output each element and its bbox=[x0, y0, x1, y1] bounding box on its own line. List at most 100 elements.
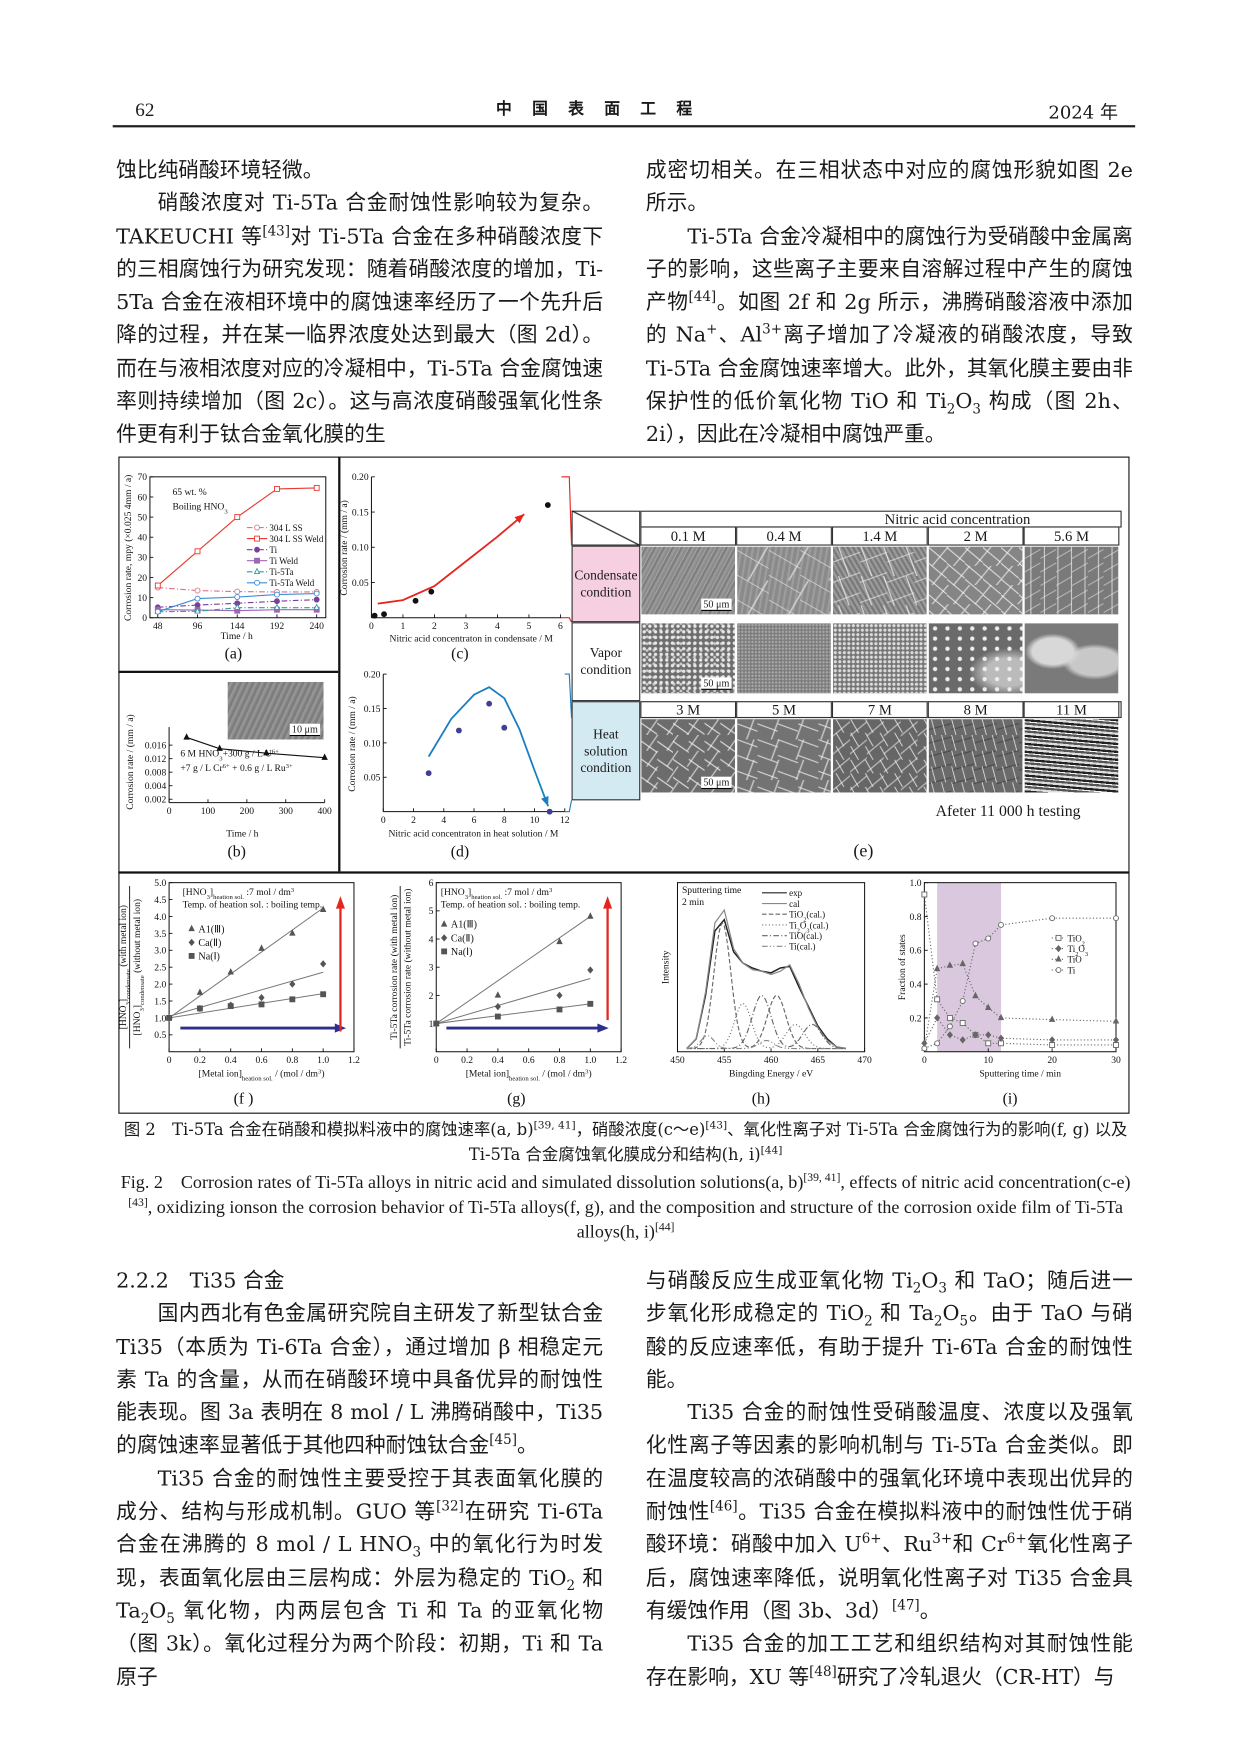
data-point bbox=[263, 748, 270, 756]
sem-image bbox=[1024, 623, 1119, 694]
column-header: 8 M bbox=[927, 701, 1024, 719]
test-duration-note: Afeter 11 000 h testing bbox=[935, 803, 1081, 821]
data-point bbox=[154, 608, 161, 615]
legend-marker bbox=[254, 524, 260, 531]
data-point bbox=[313, 603, 320, 610]
x-tick-label: 1.0 bbox=[317, 1055, 329, 1066]
data-point bbox=[556, 1006, 563, 1013]
plot-frame bbox=[923, 882, 1117, 1053]
y-tick-label: 0.05 bbox=[364, 773, 381, 784]
annotation: 2 min bbox=[682, 897, 704, 908]
data-point bbox=[933, 964, 941, 972]
y-axis-label: Corrosion rate / (mm / a) bbox=[339, 500, 350, 596]
x-tick-label: 12 bbox=[560, 815, 570, 826]
data-point bbox=[196, 988, 204, 995]
x-tick-label: 8 bbox=[502, 815, 507, 826]
y-tick-label: 0.15 bbox=[352, 507, 369, 518]
y-tick-label: 1 bbox=[429, 1019, 434, 1030]
x-tick-label: 0.4 bbox=[492, 1055, 504, 1066]
x-tick-label: 30 bbox=[1111, 1055, 1121, 1066]
data-point bbox=[234, 594, 241, 600]
shaded-region bbox=[937, 882, 1002, 1052]
y-axis-label: [HNO3]condensate (with metal ion) bbox=[118, 905, 132, 1029]
data-point bbox=[972, 991, 979, 999]
y-tick-label: 0.05 bbox=[352, 578, 369, 589]
data-point bbox=[289, 929, 296, 936]
column-header: 0.1 M bbox=[640, 526, 737, 546]
data-point bbox=[313, 590, 320, 597]
x-tick-label: 0.6 bbox=[256, 1055, 268, 1066]
paragraph: 硝酸浓度对 Ti-5Ta 合金耐蚀性影响较为复杂。TAKEUCHI 等[43]对… bbox=[116, 191, 604, 447]
y-tick-label: 0.6 bbox=[910, 946, 922, 957]
figure-caption-cn: 图 2 Ti-5Ta 合金在硝酸和模拟料液中的腐蚀速率(a, b)[39, 41… bbox=[123, 1119, 1128, 1165]
data-point bbox=[959, 1036, 966, 1044]
x-tick-label: 0.4 bbox=[225, 1055, 237, 1066]
data-point bbox=[1049, 1036, 1056, 1044]
paragraph: 与硝酸反应生成亚氧化物 Ti2O3 和 TaO；随后进一步氧化形成稳定的 TiO… bbox=[645, 1269, 1133, 1393]
panel-label: (a) bbox=[225, 645, 243, 662]
panel-label: (i) bbox=[1003, 1091, 1018, 1108]
x-tick-label: 240 bbox=[309, 621, 324, 632]
paragraph: Ti35 合金的加工工艺和组织结构对其耐蚀性能存在影响，XU 等[48]研究了冷… bbox=[645, 1632, 1133, 1690]
data-point bbox=[934, 996, 941, 1003]
data-point bbox=[985, 1003, 992, 1011]
y-tick-label: 3 bbox=[429, 963, 434, 974]
legend-label: TiO bbox=[1068, 955, 1083, 965]
x-tick-label: 455 bbox=[717, 1055, 732, 1066]
data-point bbox=[320, 960, 327, 968]
x-tick-label: 0.8 bbox=[554, 1055, 566, 1066]
data-point bbox=[934, 1014, 941, 1022]
x-tick-label: 465 bbox=[811, 1055, 826, 1066]
y-tick-label: 1.0 bbox=[154, 1013, 166, 1024]
column-header: 7 M bbox=[831, 701, 928, 719]
header-rule bbox=[112, 125, 1136, 128]
data-point bbox=[216, 744, 223, 751]
annotation: 65 wt. % bbox=[172, 487, 206, 498]
y-axis-label: Corrosion rate / (mm / a) bbox=[125, 714, 136, 810]
data-point bbox=[1112, 1036, 1120, 1044]
data-point bbox=[985, 1031, 992, 1039]
x-tick-label: 20 bbox=[1047, 1055, 1057, 1066]
data-point bbox=[587, 966, 594, 974]
data-point bbox=[998, 921, 1004, 928]
x-tick-label: 6 bbox=[472, 815, 477, 826]
x-tick-label: 460 bbox=[764, 1055, 779, 1066]
paragraph: 国内西北有色金属研究院自主研发了新型钛合金 Ti35（本质为 Ti-6Ta 合金… bbox=[116, 1302, 604, 1459]
fit-line bbox=[168, 907, 324, 1019]
data-point bbox=[154, 582, 161, 589]
sem-image bbox=[928, 719, 1023, 793]
data-point bbox=[959, 959, 966, 967]
x-tick-label: 300 bbox=[279, 806, 294, 817]
data-point bbox=[587, 1000, 594, 1007]
connector-line bbox=[561, 476, 573, 546]
section-heading: 2.2.2 Ti35 合金 bbox=[116, 1269, 285, 1293]
y-tick-label: 0.008 bbox=[145, 768, 167, 779]
legend-label: A1(Ⅲ) bbox=[198, 924, 224, 935]
panel-divider bbox=[338, 456, 340, 872]
data-point bbox=[946, 1031, 953, 1039]
legend-marker bbox=[188, 924, 195, 932]
data-point bbox=[556, 991, 563, 1000]
x-tick-label: 1.2 bbox=[615, 1055, 627, 1066]
arrowhead bbox=[603, 896, 613, 909]
figure-caption: 图 2 Ti-5Ta 合金在硝酸和模拟料液中的腐蚀速率(a, b)[39, 41… bbox=[113, 1118, 1139, 1245]
legend-label: TiO(cal.) bbox=[789, 931, 822, 941]
left-column-bottom: 2.2.2 Ti35 合金 国内西北有色金属研究院自主研发了新型钛合金 Ti35… bbox=[116, 1265, 603, 1694]
data-point bbox=[274, 598, 280, 605]
x-tick-label: 1 bbox=[401, 621, 406, 632]
y-axis-label: Corrosion rate, mpy (×0.025 4mm / a) bbox=[123, 475, 134, 621]
x-tick-label: 10 bbox=[530, 815, 540, 826]
data-point bbox=[1048, 1015, 1056, 1022]
data-point bbox=[289, 996, 296, 1003]
legend-label: Ti bbox=[269, 545, 277, 555]
data-point bbox=[946, 961, 954, 968]
data-point bbox=[921, 891, 928, 898]
sem-image: 50 μm bbox=[641, 623, 735, 694]
y-tick-label: 1.5 bbox=[154, 996, 166, 1007]
annotation: 6 M HNO3+300 g / L U6+ bbox=[180, 748, 279, 762]
fit-line bbox=[435, 916, 591, 1024]
data-point bbox=[946, 1014, 953, 1021]
y-tick-label: 2 bbox=[429, 991, 434, 1002]
data-point bbox=[227, 968, 234, 975]
